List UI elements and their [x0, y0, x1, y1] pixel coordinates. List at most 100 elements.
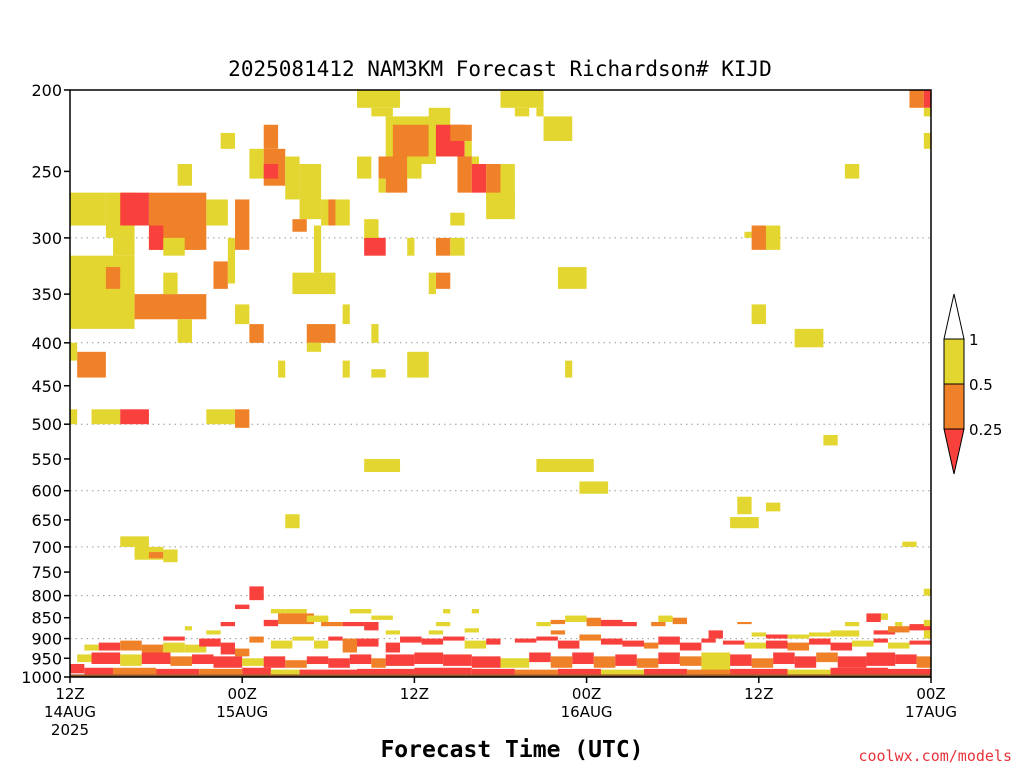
heatmap-cell — [923, 619, 931, 627]
heatmap-cell — [830, 630, 860, 637]
heatmap-cell — [679, 642, 702, 651]
heatmap-cell — [830, 642, 853, 651]
heatmap-cells — [70, 90, 931, 677]
heatmap-cell — [120, 536, 149, 547]
credit-text: coolwx.com/models — [858, 747, 1012, 765]
heatmap-cell — [414, 667, 472, 675]
heatmap-cell — [443, 654, 472, 666]
heatmap-cell — [407, 237, 415, 256]
heatmap-cell — [744, 642, 766, 649]
heatmap-cell — [730, 668, 788, 675]
x-tick-label: 12Z — [400, 685, 429, 703]
x-tick-label: 15AUG — [216, 703, 268, 721]
heatmap-cell — [787, 642, 810, 651]
heatmap-cell — [923, 107, 931, 117]
heatmap-cell — [306, 615, 329, 622]
heatmap-cell — [270, 609, 286, 614]
heatmap-cell — [751, 658, 774, 668]
y-tick-label: 250 — [31, 162, 62, 181]
heatmap-cell — [278, 613, 314, 625]
heatmap-cell — [866, 613, 881, 622]
heatmap-cell — [765, 502, 781, 512]
heatmap-cell — [765, 640, 788, 649]
heatmap-cell — [644, 642, 659, 649]
heatmap-cell — [464, 140, 472, 157]
heatmap-cell — [471, 668, 515, 675]
heatmap-cell — [364, 219, 379, 244]
y-tick-label: 750 — [31, 563, 62, 582]
heatmap-cell — [565, 360, 573, 378]
heatmap-cell — [220, 132, 236, 149]
y-tick-label: 450 — [31, 377, 62, 396]
heatmap-cell — [579, 634, 601, 641]
heatmap-cell — [887, 642, 910, 649]
heatmap-cell — [385, 630, 401, 635]
heatmap-cell — [335, 199, 350, 226]
x-tick-label: 12Z — [55, 685, 84, 703]
heatmap-cell — [184, 626, 192, 631]
heatmap-cell — [450, 237, 465, 256]
heatmap-cell — [120, 640, 142, 651]
heatmap-cell — [385, 654, 415, 666]
heatmap-cell — [737, 621, 752, 625]
heatmap-cell — [141, 644, 164, 653]
heatmap-cell — [120, 192, 149, 226]
heatmap-cell — [435, 272, 451, 289]
heatmap-cell — [249, 636, 264, 643]
heatmap-cell — [765, 225, 781, 250]
heatmap-cell — [471, 156, 479, 172]
y-tick-label: 500 — [31, 415, 62, 434]
heatmap-cell — [751, 304, 766, 325]
y-axis: 200 250 300 350 400 450 500 550 600 650 700 750 800 8… — [21, 81, 70, 687]
heatmap-cell — [679, 656, 702, 666]
heatmap-cell — [895, 621, 903, 627]
heatmap-cell — [450, 212, 465, 226]
heatmap-cell — [170, 656, 192, 666]
heatmap-cell — [70, 192, 106, 226]
heatmap-cell — [148, 225, 164, 250]
colorbar-label: 0.25 — [969, 421, 1002, 439]
heatmap-cell — [514, 669, 558, 675]
heatmap-cell — [730, 654, 752, 666]
heatmap-cell — [235, 409, 250, 428]
heatmap-cell — [84, 644, 99, 651]
heatmap-cell — [428, 272, 436, 295]
heatmap-cell — [600, 669, 644, 675]
heatmap-cell — [536, 458, 594, 472]
heatmap-cell — [486, 638, 501, 645]
heatmap-cell — [306, 342, 322, 352]
heatmap-cell — [156, 668, 200, 675]
heatmap-cell — [184, 237, 200, 250]
plot-frame — [69, 89, 932, 678]
heatmap-cell — [371, 107, 393, 117]
heatmap-cell — [263, 619, 279, 627]
heatmap-cell — [177, 164, 192, 186]
heatmap-cell — [421, 638, 444, 645]
heatmap-cell — [586, 617, 601, 627]
heatmap-cell — [84, 667, 114, 675]
heatmap-cell — [163, 549, 178, 563]
x-tick-label: 00Z — [228, 685, 257, 703]
y-tick-label: 650 — [31, 511, 62, 530]
heatmap-cell — [163, 642, 185, 653]
heatmap-cell — [536, 621, 551, 627]
heatmap-cell — [837, 656, 867, 668]
heatmap-cell — [435, 621, 451, 627]
heatmap-cell — [342, 304, 350, 325]
heatmap-cell — [206, 630, 221, 635]
x-tick-label: 12Z — [744, 685, 773, 703]
heatmap-cell — [658, 615, 673, 622]
heatmap-cell — [357, 638, 379, 647]
x-tick-label: 00Z — [572, 685, 601, 703]
heatmap-cell — [163, 636, 185, 641]
heatmap-cell — [263, 164, 279, 179]
heatmap-cell — [371, 369, 386, 378]
heatmap-cell — [342, 638, 357, 653]
heatmap-cell — [113, 237, 135, 256]
heatmap-cell — [342, 621, 365, 627]
heatmap-cell — [213, 656, 243, 668]
heatmap-cell — [385, 642, 401, 653]
heatmap-cell — [895, 654, 917, 665]
y-tick-label: 800 — [31, 587, 62, 606]
heatmap-cell — [514, 638, 537, 643]
